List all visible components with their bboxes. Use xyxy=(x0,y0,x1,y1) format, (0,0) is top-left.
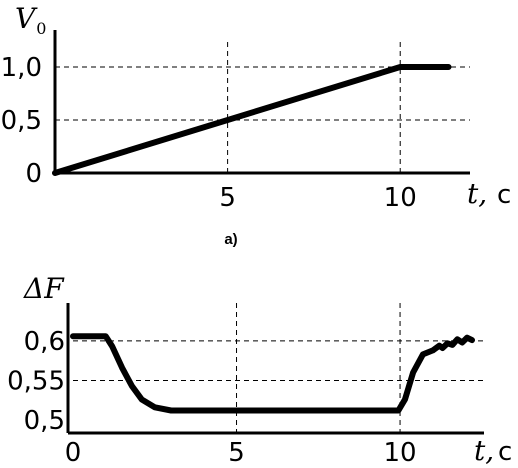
chart-b-xtick-label-2: 10 xyxy=(384,438,417,468)
chart-a-xunit: с xyxy=(497,180,511,210)
chart-b-xtick-label-1: 5 xyxy=(228,438,245,468)
chart-b-xlabel: t, xyxy=(474,434,494,467)
chart-b-xtick-label-0: 0 xyxy=(65,438,82,468)
chart-b-ytick-label-1: 0,55 xyxy=(7,366,65,396)
chart-b-xunit: с xyxy=(498,437,512,467)
chart-a-xtick-label-0: 5 xyxy=(219,183,236,213)
chart-a: 0 0,5 1,0 5 10 V0 t, с a) xyxy=(1,2,512,248)
chart-b-ytick-label-2: 0,6 xyxy=(24,327,65,357)
chart-a-ytick-label-2: 1,0 xyxy=(1,53,42,83)
chart-a-ytick-label-1: 0,5 xyxy=(1,106,42,136)
panel-a-label: a) xyxy=(224,231,237,248)
chart-b-tick-labels: 0,5 0,55 0,6 0 5 10 xyxy=(7,327,416,468)
chart-a-tick-labels: 0 0,5 1,0 5 10 xyxy=(1,53,417,213)
chart-b-ylabel: ΔF xyxy=(23,272,65,305)
chart-b: 0,5 0,55 0,6 0 5 10 ΔF t, с xyxy=(7,272,512,468)
chart-b-ytick-label-0: 0,5 xyxy=(24,406,65,436)
chart-a-ylabel: V0 xyxy=(15,2,46,38)
chart-a-series-line xyxy=(52,64,452,176)
chart-a-xtick-label-1: 10 xyxy=(384,183,417,213)
chart-a-ytick-label-0: 0 xyxy=(25,159,42,189)
chart-a-xlabel: t, xyxy=(467,177,487,210)
chart-b-series-line xyxy=(70,333,475,414)
